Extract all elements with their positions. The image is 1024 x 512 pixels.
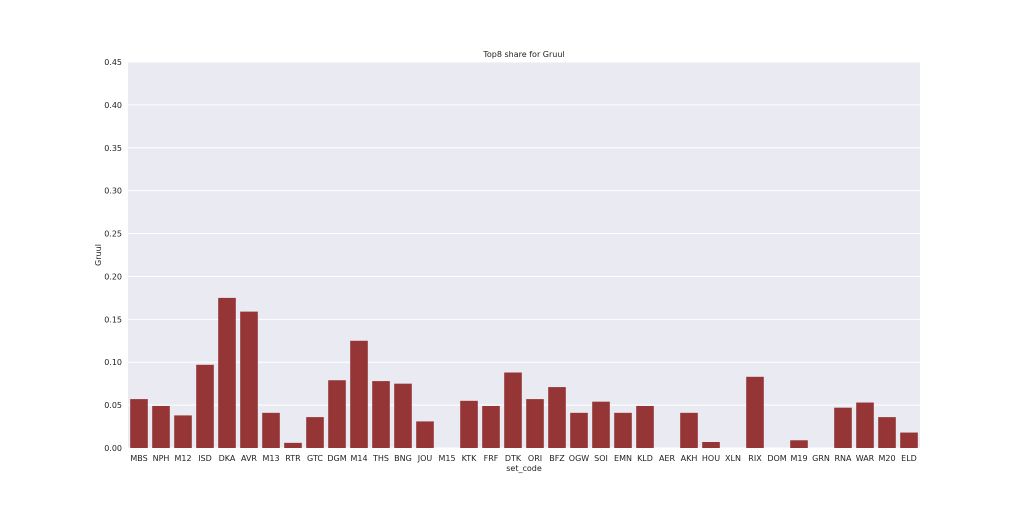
bar-ori <box>526 399 544 448</box>
x-tick-label: ORI <box>528 454 542 463</box>
bar-bfz <box>548 387 566 448</box>
x-tick-label: AVR <box>241 454 257 463</box>
x-tick-label: WAR <box>856 454 875 463</box>
bar-rix <box>746 376 764 448</box>
bar-kld <box>636 405 654 448</box>
x-tick-label: DKA <box>219 454 236 463</box>
x-axis-title: set_code <box>506 464 542 473</box>
bar-rtr <box>284 442 302 448</box>
x-tick-label: OGW <box>569 454 589 463</box>
x-tick-label: DTK <box>505 454 522 463</box>
bar-dtk <box>504 372 522 448</box>
x-tick-label: RTR <box>285 454 301 463</box>
bar-m19 <box>790 440 808 448</box>
y-tick-label: 0.10 <box>104 358 122 367</box>
bar-gtc <box>306 417 324 448</box>
bar-frf <box>482 405 500 448</box>
bar-ths <box>372 381 390 448</box>
x-tick-label: DGM <box>327 454 346 463</box>
chart-title: Top8 share for Gruul <box>482 50 564 59</box>
bar-ktk <box>460 400 478 448</box>
x-tick-label: FRF <box>484 454 499 463</box>
y-tick-label: 0.05 <box>104 401 122 410</box>
x-tick-label: XLN <box>725 454 741 463</box>
bar-war <box>856 402 874 448</box>
bar-m12 <box>174 415 192 448</box>
x-tick-label: ISD <box>198 454 212 463</box>
x-tick-label: DOM <box>767 454 786 463</box>
bar-ogw <box>570 412 588 448</box>
bar-m14 <box>350 340 368 448</box>
bar-isd <box>196 364 214 448</box>
x-tick-label: AKH <box>681 454 698 463</box>
x-tick-label: AER <box>659 454 676 463</box>
x-tick-label: M15 <box>438 454 455 463</box>
gridlines <box>128 61 920 449</box>
x-tick-label: M14 <box>350 454 367 463</box>
x-tick-label: RIX <box>748 454 762 463</box>
x-tick-label: THS <box>372 454 389 463</box>
y-tick-label: 0.45 <box>104 58 122 67</box>
bar-nph <box>152 405 170 448</box>
bar-dka <box>218 297 236 448</box>
x-tick-label: GRN <box>812 454 830 463</box>
y-tick-label: 0.30 <box>104 187 122 196</box>
x-tick-label: M12 <box>174 454 191 463</box>
bar-soi <box>592 401 610 448</box>
x-tick-label: RNA <box>834 454 852 463</box>
x-tick-label: BNG <box>394 454 412 463</box>
x-tick-label: JOU <box>417 454 433 463</box>
bar-mbs <box>130 399 148 448</box>
bar-rna <box>834 407 852 448</box>
y-tick-label: 0.40 <box>104 101 122 110</box>
x-tick-label: M20 <box>878 454 895 463</box>
y-tick-label: 0.25 <box>104 230 122 239</box>
y-tick-label: 0.00 <box>104 444 122 453</box>
x-tick-label: M13 <box>262 454 279 463</box>
x-tick-labels: MBS NPH M12 ISD DKA AVR M13 RTR GTC DGM M14 THS BNG J… <box>130 454 917 463</box>
bar-dgm <box>328 380 346 448</box>
bar-jou <box>416 421 434 448</box>
x-tick-label: ELD <box>901 454 917 463</box>
x-tick-label: BFZ <box>549 454 565 463</box>
bars <box>130 297 918 448</box>
x-tick-label: SOI <box>594 454 608 463</box>
y-tick-label: 0.35 <box>104 144 122 153</box>
x-tick-label: KTK <box>462 454 478 463</box>
bar-eld <box>900 432 918 448</box>
bar-avr <box>240 311 258 448</box>
x-tick-label: EMN <box>614 454 632 463</box>
x-tick-label: M19 <box>790 454 807 463</box>
y-axis-title: Gruul <box>94 244 103 266</box>
x-tick-label: GTC <box>307 454 323 463</box>
y-tick-label: 0.15 <box>104 315 122 324</box>
bar-bng <box>394 383 412 448</box>
bar-m13 <box>262 412 280 448</box>
bar-emn <box>614 412 632 448</box>
bar-akh <box>680 412 698 448</box>
bar-hou <box>702 441 720 448</box>
plot-area <box>128 62 920 448</box>
x-tick-label: MBS <box>130 454 147 463</box>
x-tick-label: KLD <box>637 454 653 463</box>
y-tick-label: 0.20 <box>104 272 122 281</box>
bar-m20 <box>878 417 896 448</box>
x-tick-label: NPH <box>153 454 170 463</box>
x-tick-label: HOU <box>702 454 720 463</box>
y-tick-labels: 0.00 0.05 0.10 0.15 0.20 0.25 0.30 0.35 0.40 0.45 <box>104 58 122 453</box>
